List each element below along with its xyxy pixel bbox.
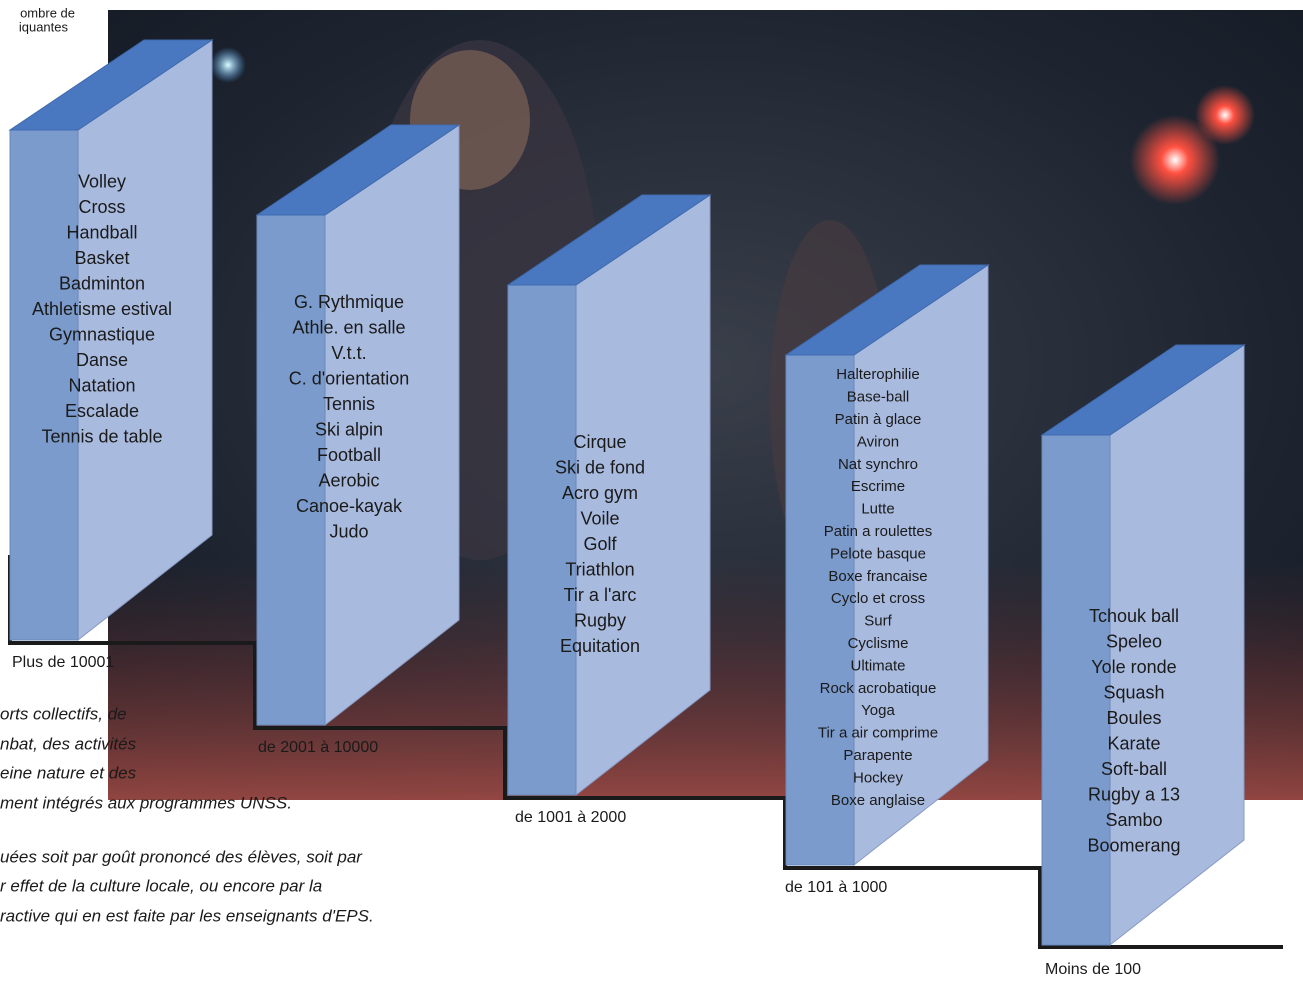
- range-label: Moins de 100: [1045, 961, 1141, 978]
- sport-item: Nat synchro: [838, 456, 918, 473]
- sport-item: Athletisme estival: [32, 299, 172, 319]
- sport-item: Equitation: [560, 636, 640, 656]
- sport-item: Speleo: [1106, 632, 1162, 652]
- sport-item: Surf: [864, 613, 892, 630]
- sport-item: Canoe-kayak: [296, 496, 403, 516]
- note-line: ractive qui en est faite par les enseign…: [0, 906, 374, 925]
- box-front: [507, 284, 577, 796]
- sport-item: Cross: [78, 197, 125, 217]
- sport-item: Boomerang: [1087, 836, 1180, 856]
- sport-item: Ultimate: [850, 657, 905, 674]
- sport-item: Lutte: [861, 501, 894, 518]
- sport-item: Base-ball: [847, 389, 910, 406]
- sport-item: Parapente: [843, 747, 912, 764]
- sport-item: Voile: [580, 508, 619, 528]
- sport-item: Squash: [1103, 683, 1164, 703]
- box-front: [256, 214, 326, 726]
- range-label: de 101 à 1000: [785, 879, 887, 896]
- note-line: nbat, des activités: [0, 734, 137, 753]
- sport-item: Cyclo et cross: [831, 590, 925, 607]
- sport-item: Acro gym: [562, 483, 638, 503]
- sport-item: G. Rythmique: [294, 292, 404, 312]
- sport-item: Aviron: [857, 433, 899, 450]
- note-line: eine nature et des: [0, 763, 137, 782]
- range-label: de 1001 à 2000: [515, 809, 626, 826]
- sport-item: Rugby a 13: [1088, 785, 1180, 805]
- sport-item: Halterophilie: [836, 366, 919, 383]
- sport-item: Escalade: [65, 401, 139, 421]
- sport-item: Triathlon: [565, 559, 634, 579]
- box-top: [506, 194, 712, 286]
- sport-item: Badminton: [59, 273, 145, 293]
- sport-item: Boules: [1106, 708, 1161, 728]
- sport-item: Escrime: [851, 478, 905, 495]
- sport-item: Ski alpin: [315, 420, 383, 440]
- sport-item: Yole ronde: [1091, 657, 1176, 677]
- sport-item: Athle. en salle: [292, 318, 405, 338]
- sport-item: Patin a roulettes: [824, 523, 932, 540]
- sport-item: Cyclisme: [848, 635, 909, 652]
- axis-label: iquantes: [19, 19, 69, 34]
- note-line: uées soit par goût prononcé des élèves, …: [0, 847, 363, 866]
- note-line: orts collectifs, de: [0, 704, 127, 723]
- box-top: [255, 124, 461, 216]
- sport-item: Natation: [68, 375, 135, 395]
- note-line: ment intégrés aux programmes UNSS.: [0, 793, 292, 812]
- sport-item: C. d'orientation: [289, 369, 410, 389]
- sport-item: Ski de fond: [555, 457, 645, 477]
- sport-item: Aerobic: [318, 471, 379, 491]
- sport-item: Boxe francaise: [828, 568, 927, 585]
- sport-item: Rock acrobatique: [820, 680, 937, 697]
- sport-item: Hockey: [853, 769, 904, 786]
- sport-item: Handball: [66, 222, 137, 242]
- box-front: [1041, 434, 1111, 946]
- sport-item: Sambo: [1105, 810, 1162, 830]
- sport-item: Cirque: [573, 432, 626, 452]
- sport-item: Golf: [583, 534, 617, 554]
- sport-item: Basket: [74, 248, 129, 268]
- range-label: Plus de 10001: [12, 654, 114, 671]
- sport-item: Patin à glace: [835, 411, 922, 428]
- sport-item: Soft-ball: [1101, 759, 1167, 779]
- sport-item: Gymnastique: [49, 324, 155, 344]
- sport-item: Danse: [76, 350, 128, 370]
- sport-item: Pelote basque: [830, 545, 926, 562]
- sport-item: Tchouk ball: [1089, 606, 1179, 626]
- axis-label: ombre de: [20, 5, 75, 20]
- box-top: [1040, 344, 1246, 436]
- box-top: [8, 39, 214, 131]
- range-label: de 2001 à 10000: [258, 739, 378, 756]
- sport-item: Judo: [329, 522, 368, 542]
- box-top: [784, 264, 990, 356]
- sport-item: Karate: [1107, 734, 1160, 754]
- sport-item: Tir a air comprime: [818, 725, 938, 742]
- sport-item: Rugby: [574, 610, 626, 630]
- sport-item: V.t.t.: [331, 343, 366, 363]
- box-front: [9, 129, 79, 641]
- sport-item: Boxe anglaise: [831, 792, 925, 809]
- sport-item: Yoga: [861, 702, 895, 719]
- sport-item: Football: [317, 445, 381, 465]
- sport-item: Volley: [78, 171, 126, 191]
- sport-item: Tennis: [323, 394, 375, 414]
- note-line: r effet de la culture locale, ou encore …: [0, 876, 322, 895]
- sport-item: Tir a l'arc: [564, 585, 637, 605]
- box-front: [785, 354, 855, 866]
- staircase: [8, 555, 1283, 949]
- sport-item: Tennis de table: [41, 426, 162, 446]
